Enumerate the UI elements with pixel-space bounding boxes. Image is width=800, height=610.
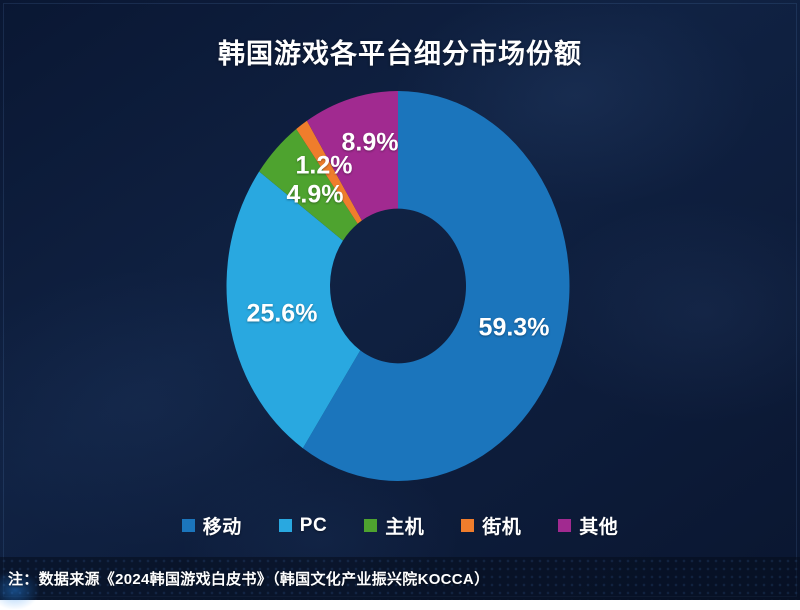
chart-title: 韩国游戏各平台细分市场份额	[218, 39, 582, 69]
pie-slice-arcade	[296, 120, 362, 224]
legend-swatch-console	[364, 519, 378, 532]
legend-swatch-arcade	[461, 519, 475, 532]
legend-item-mobile: 移动	[181, 512, 242, 539]
chart-legend: 移动 PC 主机 街机 其他	[0, 512, 800, 539]
legend-swatch-mobile	[181, 519, 195, 532]
legend-item-pc: PC	[278, 514, 328, 537]
legend-swatch-other	[558, 519, 572, 532]
pie-slice-console	[259, 129, 358, 241]
legend-label-console: 主机	[385, 517, 425, 538]
donut-chart	[226, 91, 570, 481]
legend-label-arcade: 街机	[482, 517, 522, 538]
pie-slice-pc	[226, 171, 361, 449]
legend-item-arcade: 街机	[461, 512, 521, 539]
legend-swatch-pc	[278, 519, 292, 532]
legend-label-other: 其他	[579, 517, 619, 538]
legend-label-mobile: 移动	[202, 517, 242, 538]
legend-item-other: 其他	[558, 512, 618, 539]
pie-slice-mobile	[302, 91, 570, 481]
legend-label-pc: PC	[299, 514, 328, 536]
source-note: 注：数据来源《2024韩国游戏白皮书》（韩国文化产业振兴院KOCCA）	[8, 571, 490, 588]
legend-item-console: 主机	[364, 512, 424, 539]
footer-band	[0, 557, 800, 600]
pie-slice-other	[306, 91, 398, 221]
